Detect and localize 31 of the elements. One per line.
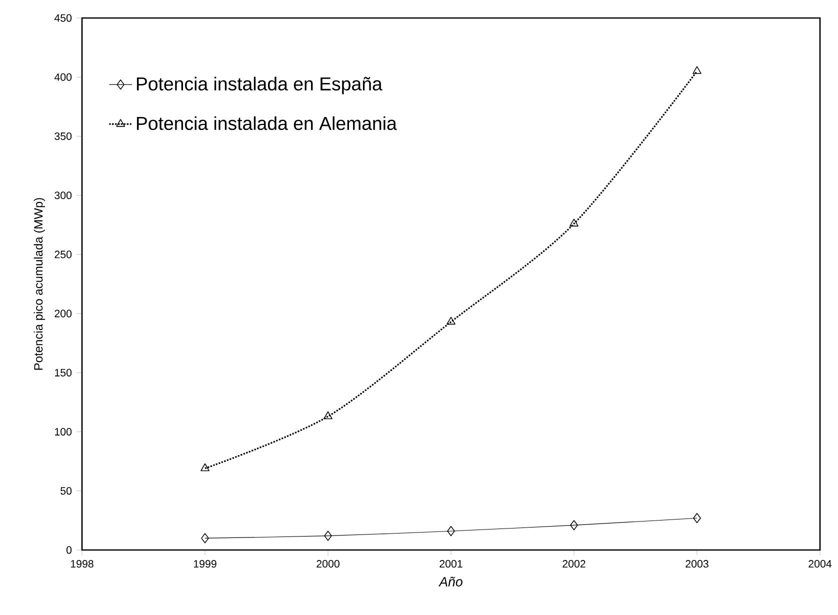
point xyxy=(200,463,210,472)
y-tick-label: 450 xyxy=(54,14,72,22)
legend-label: Potencia instalada en Alemania xyxy=(136,116,397,130)
x-tick-label: 2003 xyxy=(686,560,708,568)
y-tick-label: 250 xyxy=(54,250,72,258)
y-tick-label: 200 xyxy=(54,310,72,318)
point xyxy=(446,316,456,325)
x-axis-title: Año xyxy=(438,576,462,586)
y-tick-label: 0 xyxy=(66,546,72,554)
x-tick-label: 2002 xyxy=(562,560,586,568)
point xyxy=(692,66,702,74)
point xyxy=(570,218,578,226)
y-tick-label: 50 xyxy=(60,487,72,495)
x-tick-label: 1999 xyxy=(194,560,216,568)
point xyxy=(201,533,209,544)
y-tick-label: 150 xyxy=(55,368,72,376)
y-tick-label: 400 xyxy=(54,73,72,81)
y-axis-title: Potencia pico acumulada (MWp) xyxy=(34,198,46,370)
x-tick-label: 1998 xyxy=(70,560,94,568)
y-tick-label: 100 xyxy=(55,428,72,436)
x-tick-label: 2004 xyxy=(808,560,832,568)
y-tick-label: 350 xyxy=(54,132,72,140)
point xyxy=(447,526,455,536)
x-tick-label: 2001 xyxy=(440,560,462,568)
x-tick-label: 2000 xyxy=(316,560,340,568)
y-tick-label: 300 xyxy=(54,192,72,200)
point xyxy=(324,411,332,420)
legend-label: Potencia instalada en España xyxy=(136,76,382,94)
point xyxy=(693,513,701,524)
point xyxy=(324,530,332,541)
point xyxy=(570,520,578,530)
